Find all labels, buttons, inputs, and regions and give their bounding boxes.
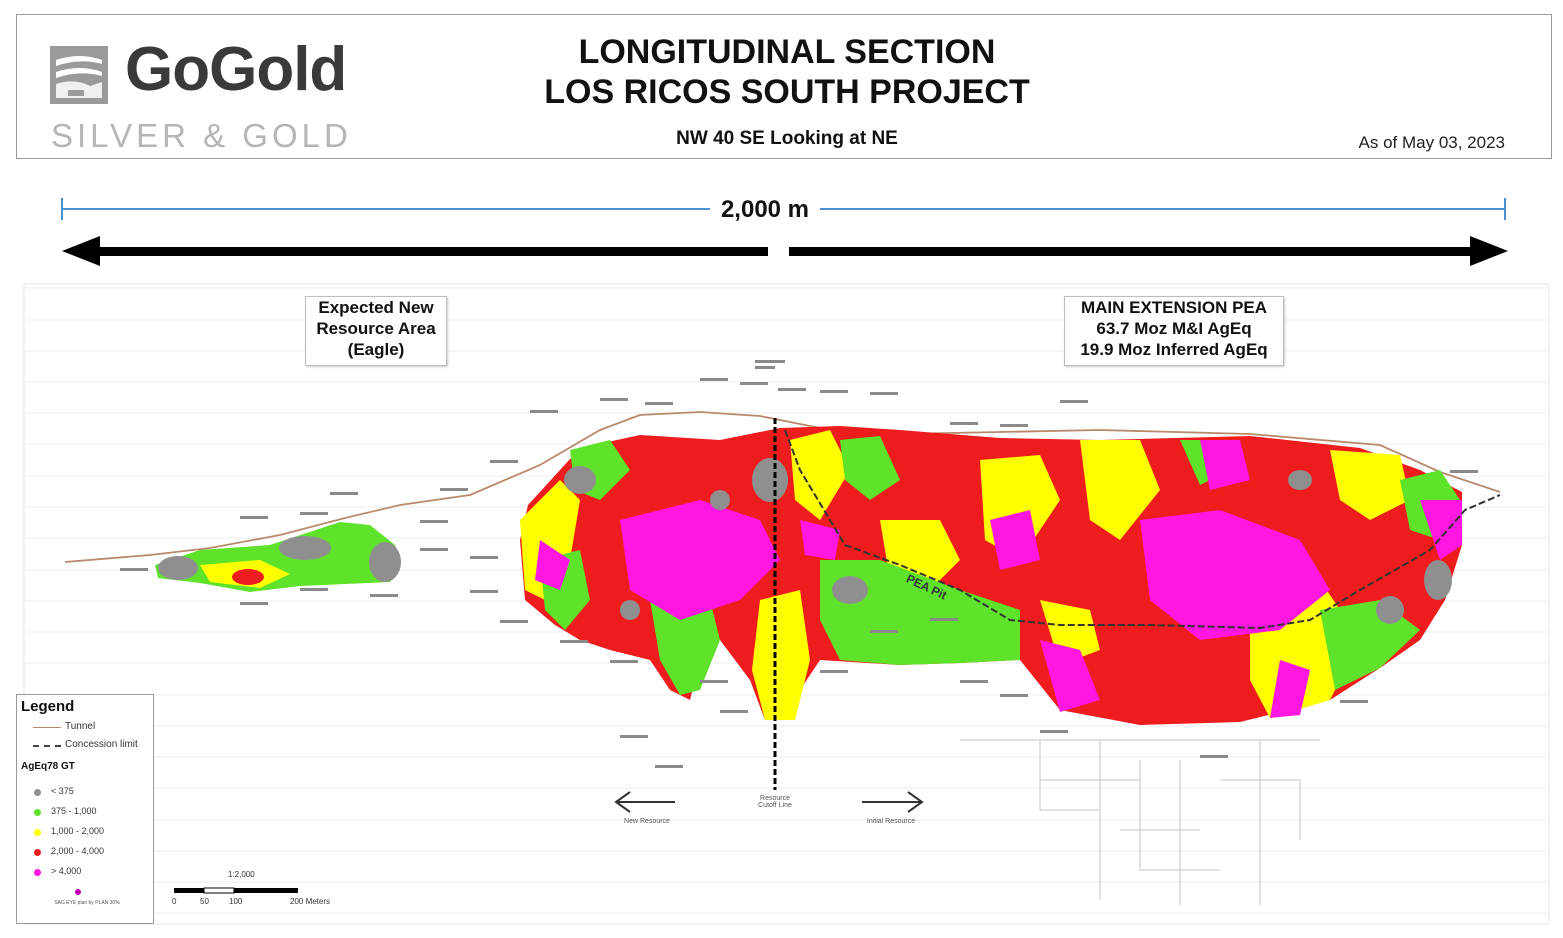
gogold-logo-icon [50, 46, 108, 104]
legend-panel: Legend Tunnel Concession limit AgEq78 GT… [16, 694, 154, 924]
new-resource-label: New Resource [624, 818, 670, 825]
logo-name: GoGold [125, 35, 347, 104]
legend-concession-swatch [33, 745, 61, 747]
underground-workings [960, 739, 1320, 905]
page-title-line1: LONGITUDINAL SECTION [578, 33, 996, 71]
pea-summary-box: MAIN EXTENSION PEA 63.7 Moz M&I AgEq 19.… [1064, 296, 1284, 366]
main-resource-blob [520, 426, 1462, 725]
eagle-area-box: Expected New Resource Area (Eagle) [305, 296, 447, 366]
legend-title: Legend [21, 698, 75, 715]
scale-tick-50: 50 [200, 897, 209, 906]
legend-dot-green [34, 809, 41, 816]
legend-grade-3: 1,000 - 2,000 [51, 826, 105, 836]
eagle-resource-blob [155, 522, 401, 592]
cutoff-label-line1: Resource [760, 795, 790, 802]
legend-dot-gray [34, 789, 41, 796]
new-resource-arrow-icon [614, 791, 675, 813]
tunnel-line [64, 411, 1501, 563]
extent-arrow [62, 236, 1508, 266]
eagle-box-line1: Expected New [318, 298, 434, 317]
pea-box-line1: MAIN EXTENSION PEA [1080, 298, 1268, 317]
legend-note: SAG EYE plan by PLAN 30% [54, 900, 120, 906]
scale-tick-100: 100 [229, 897, 243, 906]
section-date: As of May 03, 2023 [1358, 133, 1505, 152]
legend-tunnel-swatch [33, 727, 61, 728]
legend-note-dot [75, 889, 81, 895]
legend-tunnel-label: Tunnel [65, 721, 96, 732]
legend-dot-magenta [34, 869, 41, 876]
scale-tick-0: 0 [172, 897, 177, 906]
legend-grade-1: < 375 [51, 786, 74, 796]
page-title-line2: LOS RICOS SOUTH PROJECT [544, 73, 1030, 111]
legend-dot-red [34, 849, 41, 856]
initial-resource-arrow-icon [862, 791, 924, 813]
cutoff-label-line2: Cutoff Line [758, 802, 792, 809]
eagle-box-line3: (Eagle) [347, 340, 405, 359]
drillhole-labels [120, 360, 1478, 768]
cutoff-line-label: Resource Cutoff Line [740, 795, 810, 809]
scale-tick-200: 200 Meters [290, 897, 331, 906]
pea-box-line2: 63.7 Moz M&I AgEq [1096, 319, 1252, 338]
legend-concession-label: Concession limit [65, 739, 138, 750]
map-scale-bar [174, 887, 298, 894]
section-orientation: NW 40 SE Looking at NE [676, 128, 898, 149]
initial-resource-label: Initial Resource [866, 818, 916, 825]
scale-length-label: 2,000 m [710, 196, 820, 224]
legend-grade-5: > 4,000 [51, 866, 82, 876]
legend-grade-2: 375 - 1,000 [51, 806, 97, 816]
eagle-box-line2: Resource Area [316, 319, 436, 338]
logo-tagline: SILVER & GOLD [51, 117, 352, 154]
header-panel: GoGold SILVER & GOLD LONGITUDINAL SECTIO… [16, 14, 1552, 159]
legend-grade-header: AgEq78 GT [21, 761, 75, 772]
pea-box-line3: 19.9 Moz Inferred AgEq [1080, 340, 1268, 359]
legend-dot-yellow [34, 829, 41, 836]
legend-grade-4: 2,000 - 4,000 [51, 846, 105, 856]
scale-ratio-label: 1:2,000 [228, 870, 255, 879]
